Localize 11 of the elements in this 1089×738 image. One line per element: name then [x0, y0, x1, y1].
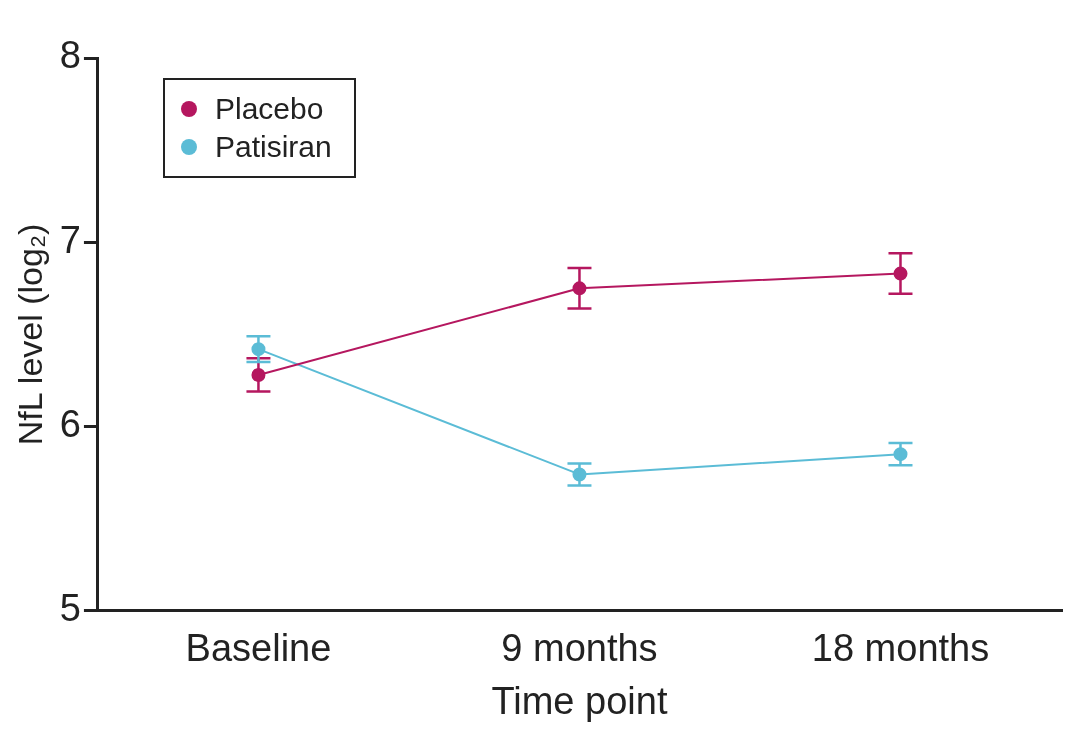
- legend-label: Patisiran: [215, 129, 332, 165]
- y-tick-label: 6: [59, 403, 81, 446]
- y-tick-label: 7: [59, 218, 81, 261]
- y-tick-label: 8: [59, 34, 81, 77]
- x-axis-title: Time point: [491, 679, 668, 722]
- x-tick-label: 18 months: [811, 627, 990, 670]
- x-tick-label: 9 months: [501, 627, 658, 670]
- y-axis-title: NfL level (log₂): [10, 223, 49, 446]
- legend-label: Placebo: [215, 91, 324, 127]
- y-tick-label: 5: [59, 587, 81, 630]
- x-tick-label: Baseline: [185, 627, 332, 670]
